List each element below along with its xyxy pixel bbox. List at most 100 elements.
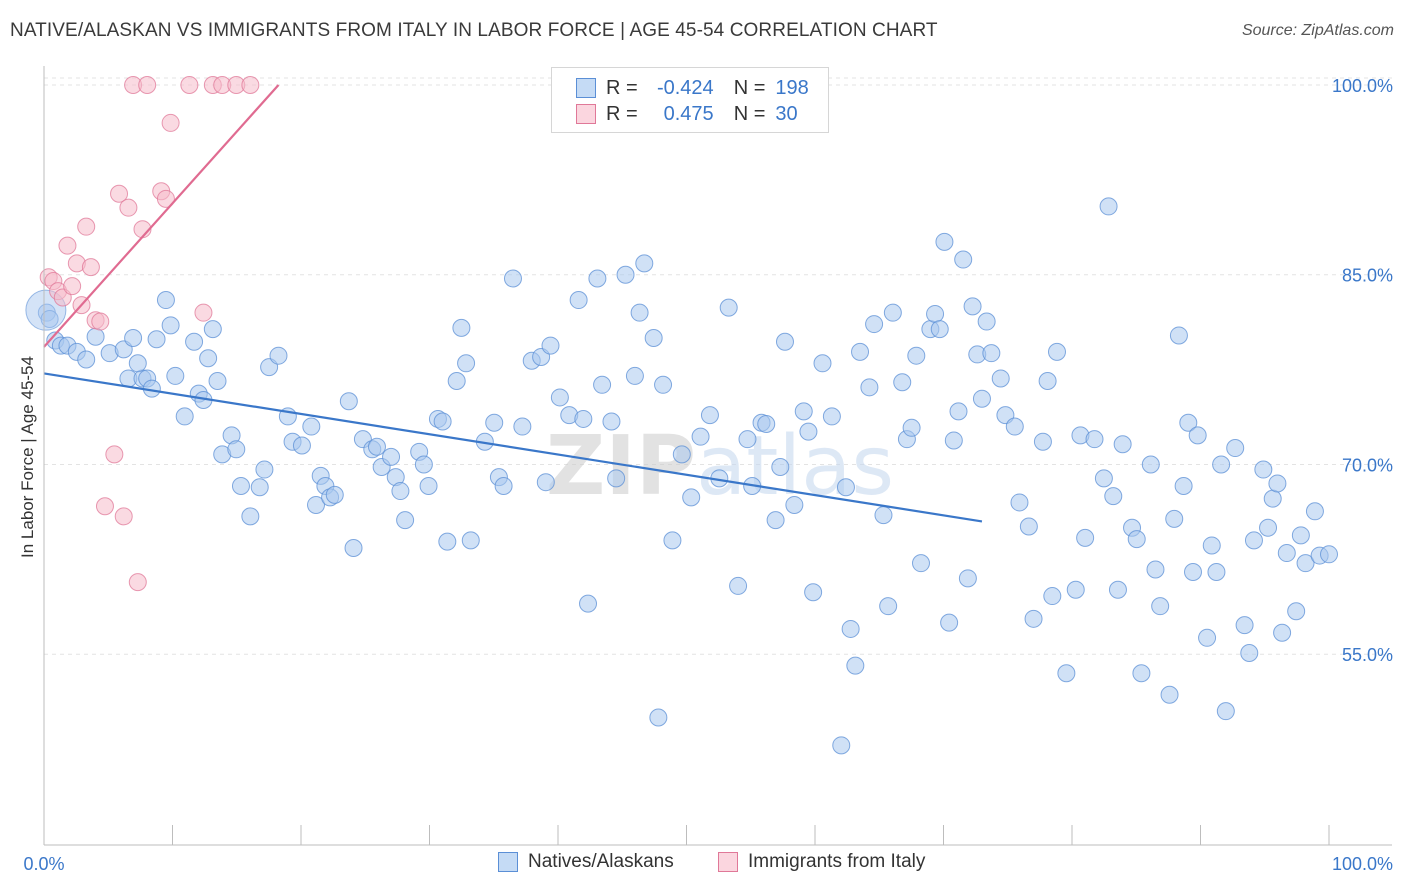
data-point	[180, 75, 199, 94]
data-point	[991, 369, 1010, 388]
data-point	[841, 619, 860, 638]
data-point	[1005, 417, 1024, 436]
data-point	[114, 507, 133, 526]
legend-r-value: -0.424	[656, 76, 714, 99]
data-point	[1198, 628, 1217, 647]
data-point	[846, 656, 865, 675]
data-point	[691, 427, 710, 446]
data-point	[832, 736, 851, 755]
data-point	[1174, 476, 1193, 495]
data-point	[1254, 460, 1273, 479]
legend-swatch-natives	[576, 78, 596, 98]
bottom-legend-italy: Immigrants from Italy	[718, 851, 925, 873]
data-point	[1019, 517, 1038, 536]
data-point	[541, 336, 560, 355]
data-point	[794, 402, 813, 421]
legend-n-label: N =	[733, 102, 766, 125]
trend-line-natives	[43, 372, 983, 523]
data-point	[95, 497, 114, 516]
y-tick-label: 70.0%	[1342, 455, 1393, 475]
bottom-legend-swatch-italy	[718, 852, 738, 872]
data-point	[682, 488, 701, 507]
data-point	[503, 269, 522, 288]
y-tick-label: 85.0%	[1342, 266, 1393, 286]
data-point	[635, 254, 654, 273]
data-point	[1305, 502, 1324, 521]
data-point	[926, 304, 945, 323]
trend-line-italy	[43, 84, 280, 348]
data-point	[461, 531, 480, 550]
data-point	[438, 532, 457, 551]
data-point	[194, 303, 213, 322]
data-point	[1094, 469, 1113, 488]
data-point	[1235, 616, 1254, 635]
data-point	[382, 447, 401, 466]
data-point	[1263, 489, 1282, 508]
data-point	[663, 531, 682, 550]
axes: 55.0% 70.0% 85.0% 100.0% 0.0% 100.0%	[23, 66, 1393, 874]
x-tick-label: 100.0%	[1332, 854, 1393, 874]
data-point	[1165, 509, 1184, 528]
data-point	[269, 346, 288, 365]
data-point	[156, 189, 175, 208]
data-point	[719, 298, 738, 317]
data-point	[771, 458, 790, 477]
data-point	[879, 597, 898, 616]
data-point	[1108, 580, 1127, 599]
data-point	[893, 373, 912, 392]
data-point	[963, 297, 982, 316]
x-tick-label: 0.0%	[23, 854, 64, 874]
data-point	[128, 354, 147, 373]
data-point	[574, 409, 593, 428]
legend-r-value: 0.475	[663, 102, 714, 125]
data-point	[1268, 474, 1287, 493]
data-point	[625, 366, 644, 385]
data-point	[536, 473, 555, 492]
data-point	[874, 506, 893, 525]
data-point	[738, 430, 757, 449]
data-point	[147, 330, 166, 349]
data-point	[654, 375, 673, 394]
data-point	[1127, 530, 1146, 549]
data-point	[729, 576, 748, 595]
data-point	[457, 354, 476, 373]
data-point	[124, 328, 143, 347]
y-tick-label: 55.0%	[1342, 645, 1393, 665]
data-point	[128, 573, 147, 592]
data-point	[865, 315, 884, 334]
data-point	[166, 366, 185, 385]
data-point	[307, 495, 326, 514]
data-point	[156, 291, 175, 310]
data-point	[81, 258, 100, 277]
data-point	[414, 455, 433, 474]
data-point	[602, 412, 621, 431]
data-point	[982, 344, 1001, 363]
data-point	[883, 303, 902, 322]
legend-n-value: 198	[775, 76, 809, 99]
data-point	[1024, 609, 1043, 628]
data-point	[1188, 426, 1207, 445]
data-point	[231, 476, 250, 495]
data-point	[175, 407, 194, 426]
data-point	[1212, 455, 1231, 474]
data-point	[550, 388, 569, 407]
data-point	[1244, 531, 1263, 550]
data-point	[958, 569, 977, 588]
data-point	[203, 320, 222, 339]
data-point	[1296, 554, 1315, 573]
data-point	[813, 354, 832, 373]
data-point	[63, 277, 82, 296]
trend-lines	[43, 84, 983, 523]
data-point	[138, 75, 157, 94]
data-point	[77, 350, 96, 369]
data-point	[775, 332, 794, 351]
data-point	[902, 418, 921, 437]
data-point	[391, 482, 410, 501]
data-point	[241, 507, 260, 526]
legend-r-label: R =	[606, 102, 638, 125]
data-point	[935, 232, 954, 251]
data-point	[419, 476, 438, 495]
data-point	[649, 708, 668, 727]
data-point	[1132, 664, 1151, 683]
data-point	[161, 113, 180, 132]
